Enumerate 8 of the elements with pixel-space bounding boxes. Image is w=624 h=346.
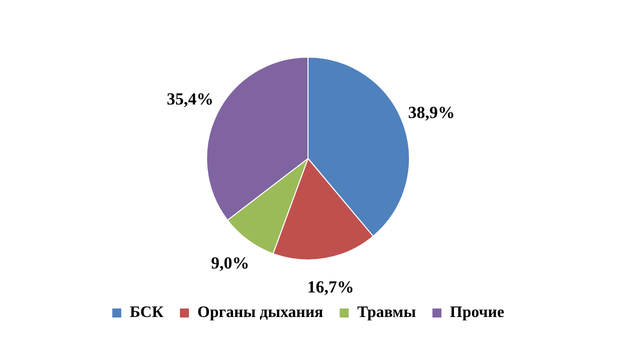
legend-label: БСК — [130, 304, 164, 322]
data-label: 35,4% — [166, 90, 214, 109]
legend-label: Травмы — [357, 304, 416, 322]
legend-label: Органы дыхания — [197, 304, 324, 322]
data-label: 38,9% — [408, 102, 455, 122]
legend-label: Прочие — [450, 304, 504, 322]
data-label: 16,7% — [307, 277, 354, 296]
data-label: 9,0% — [210, 254, 250, 273]
